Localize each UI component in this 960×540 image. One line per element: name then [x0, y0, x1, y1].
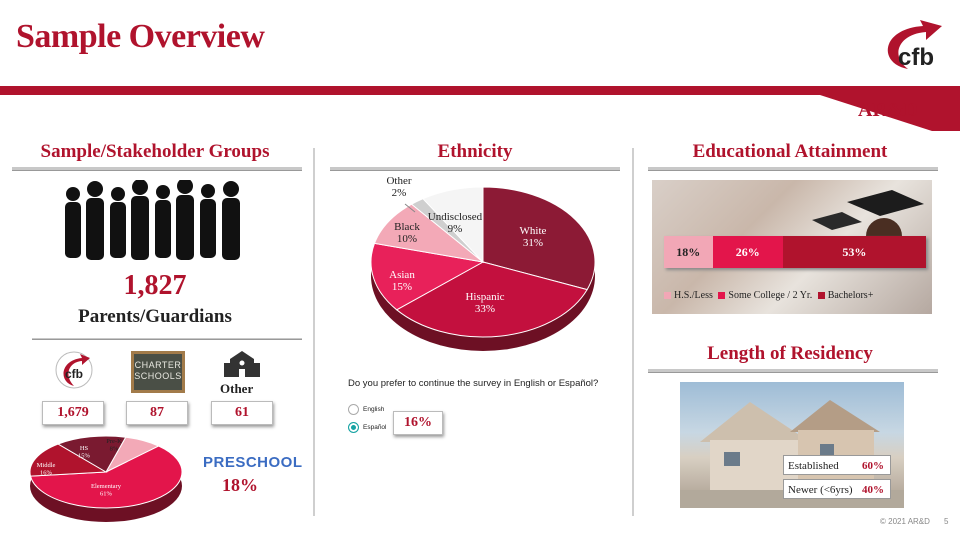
radio-espanol-selected[interactable]: [348, 421, 359, 433]
section-rule: [32, 338, 302, 340]
pie-label-pre-k: Pre-K 8%: [106, 438, 122, 453]
footer-copyright: © 2021 AR&D: [880, 517, 930, 526]
ethnicity-pie-chart: White 31% Hispanic 33% Asian 15% Black 10% Other…: [370, 175, 596, 351]
cfb-group-icon: cfb: [52, 350, 96, 390]
edu-bar-some-college-2-yr-: 26%: [712, 236, 783, 268]
section-rule: [330, 167, 620, 171]
pie-slice-hispanic: [395, 261, 588, 338]
legend-item-some-college: Some College / 2 Yr.: [718, 290, 812, 301]
pie-label-black: Black 10%: [394, 221, 420, 245]
pie-slice-white: [482, 186, 596, 291]
education-legend: H.S./Less Some College / 2 Yr. Bachelors…: [664, 290, 926, 301]
header-bar: [0, 86, 960, 95]
charter-schools-icon-text: CHARTER SCHOOLS: [134, 360, 182, 381]
pie-label-undisclosed: Undisclosed 9%: [428, 211, 483, 235]
edu-bar-h-s-less: 18%: [664, 236, 713, 268]
pie-label-asian: Asian 15%: [389, 269, 415, 293]
pie-slice-elementary: [29, 445, 183, 509]
ard-logo: AR&D: [858, 99, 918, 121]
pie-slice-middle: [29, 443, 108, 477]
pie-slice-hs: [57, 435, 127, 473]
legend-swatch-bachelors: [817, 292, 825, 300]
legend-item-hs-less: H.S./Less: [664, 290, 713, 301]
charter-schools-icon: CHARTER SCHOOLS: [131, 351, 185, 393]
legend-item-bachelors: Bachelors+: [817, 290, 874, 301]
footer-page-number: 5: [944, 517, 949, 526]
page-title: Sample Overview: [16, 18, 265, 55]
column-divider: [313, 148, 315, 516]
pie-label-middle: Middle 16%: [37, 462, 56, 477]
residency-label-established: Established: [788, 460, 839, 472]
legend-label-bachelors: Bachelors+: [827, 290, 874, 301]
parents-silhouette-icon: [65, 180, 240, 260]
residency-value-newer: 40%: [862, 484, 884, 496]
legend-label-hs-less: H.S./Less: [674, 290, 713, 301]
legend-label-some-college: Some College / 2 Yr.: [728, 290, 813, 301]
preschool-percent: 18%: [222, 475, 258, 495]
pie-label-elementary: Elementary 61%: [91, 483, 122, 498]
pie-slice-asian: [370, 242, 485, 311]
column-divider: [632, 148, 634, 516]
pie-label-white: White 31%: [520, 225, 547, 249]
preschool-logo: PRESCHOOL: [203, 454, 303, 471]
sample-section-title: Sample/Stakeholder Groups: [40, 141, 270, 162]
other-group-label: Other: [220, 381, 254, 396]
section-rule: [648, 167, 938, 171]
residency-row-newer: Newer (<6yrs) 40%: [783, 479, 891, 499]
cfb-count-box: 1,679: [42, 401, 104, 425]
education-section-title: Educational Attainment: [692, 141, 888, 162]
legend-swatch-hs-less: [664, 292, 671, 300]
cfb-logo: cfb: [868, 14, 948, 74]
pie-label-hispanic: Hispanic 33%: [465, 291, 504, 315]
section-rule: [12, 167, 302, 171]
pie-leader-line: [404, 203, 416, 213]
english-label: English: [363, 405, 385, 413]
radio-english[interactable]: [348, 403, 359, 415]
cfb-swoosh-icon: [887, 20, 942, 69]
residency-value-established: 60%: [862, 460, 884, 472]
pie-label-other: Other 2%: [386, 175, 411, 199]
ard-flag-shape: [820, 95, 960, 131]
cfb-group-icon-text: cfb: [65, 367, 83, 381]
legend-swatch-some-college: [718, 292, 726, 300]
language-option-espanol[interactable]: Español: [348, 418, 387, 436]
education-bar-chart: 18% 26% 53% H.S./Less Some College / 2 Yr.…: [664, 236, 926, 301]
pie-slice-undisclosed: [422, 186, 484, 264]
other-count-box: 61: [211, 401, 273, 425]
section-rule: [648, 369, 938, 373]
edu-bar-bachelors-: 53%: [782, 236, 926, 268]
espanol-percent-box: 16%: [393, 411, 443, 435]
pie-label-hs: HS 15%: [78, 445, 91, 460]
espanol-label: Español: [363, 423, 387, 431]
survey-language-question: Do you prefer to continue the survey in …: [348, 378, 599, 389]
residency-section-title: Length of Residency: [707, 343, 873, 364]
ethnicity-section-title: Ethnicity: [437, 141, 513, 162]
total-parents-count: 1,827: [123, 270, 187, 301]
residency-label-newer: Newer (<6yrs): [788, 484, 853, 496]
charter-count-box: 87: [126, 401, 188, 425]
school-building-icon: [224, 351, 260, 377]
residency-row-established: Established 60%: [783, 455, 891, 475]
language-option-english[interactable]: English: [348, 400, 384, 418]
total-parents-label: Parents/Guardians: [78, 306, 232, 327]
cfb-logo-text: cfb: [898, 44, 934, 71]
school-level-pie-chart: Pre-K 8% Elementary 61% Middle 16% HS 15%: [29, 435, 183, 522]
